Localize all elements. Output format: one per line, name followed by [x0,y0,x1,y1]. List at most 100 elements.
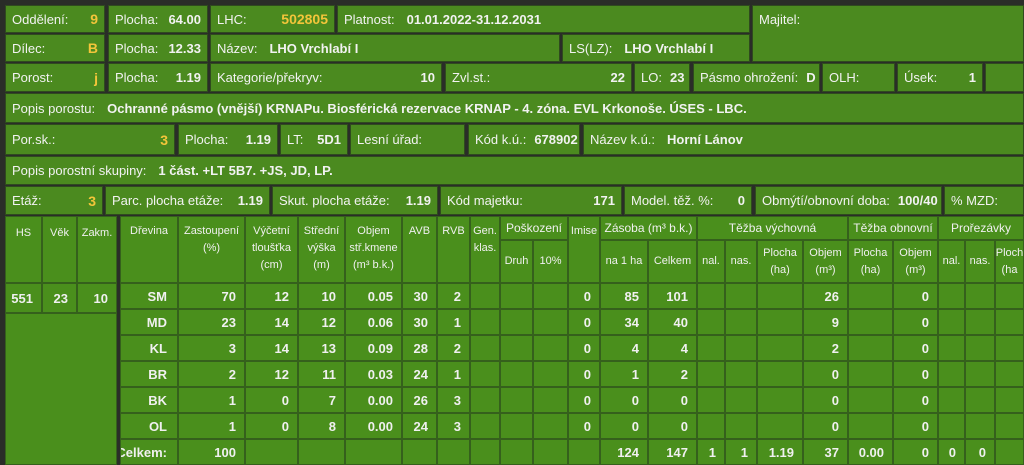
column-header: nal. [697,240,725,283]
field-label: LO: [641,70,662,85]
cell-value: 0.00 [848,439,893,465]
field: OLH: [822,63,895,92]
cell-value: 26 [402,387,437,413]
cell-value [995,387,1024,413]
header-text: (%) [202,242,221,254]
column-header: Objem (m³) [803,240,848,283]
field-value: 01.01.2022-31.12.2031 [406,11,542,27]
cell-value: 3 [178,335,245,361]
value-text: 0 [921,314,929,330]
field-label: Platnost: [344,11,395,27]
cell-value [470,387,500,413]
cell-value [697,283,725,309]
cell-value: 24 [402,413,437,439]
header-text: Prořezávky [950,220,1012,235]
value-text: 30 [413,288,428,304]
cell-value: 7 [298,387,345,413]
field-label: Plocha: [115,40,159,56]
value-text: 0 [583,314,591,330]
field: % MZD: [944,186,1024,215]
value-text: 551 [11,290,33,306]
cell-value: 0 [245,387,298,413]
cell-value: 26 [803,283,848,309]
cell-value: 10 [298,283,345,309]
value-text: 0 [921,340,929,356]
value-text: 0.00 [858,444,884,460]
field: Parc. plocha etáže: 1.19 [105,186,270,215]
value-text: OL [148,418,167,434]
cell-value [245,439,298,465]
field-value: j [94,69,98,86]
value-text: 0 [921,418,929,434]
cell-value [533,361,568,387]
field-value: 23 [669,70,685,85]
column-header: Gen. klas. [470,216,500,283]
value-text: MD [146,314,167,330]
field-value: 3 [88,192,96,209]
field: Popis porostu: Ochranné pásmo (vnější) KR… [5,93,1024,123]
column-header: Druh [500,240,533,283]
value-text: 23 [221,314,236,330]
header-text: Celkem [653,255,692,267]
field-label: Název k.ú.: [590,132,656,147]
field: Dílec: B [5,34,105,62]
cell-value [965,309,995,335]
cell-value: 70 [178,283,245,309]
row-label: BR [120,361,178,387]
value-text: 1 [228,392,236,408]
value-text: 40 [673,314,688,330]
cell-value: 0 [965,439,995,465]
cell-value: 9 [803,309,848,335]
cell-value: 10 [77,283,117,313]
cell-value: 0 [568,361,600,387]
value-text: 0 [921,288,929,304]
cell-value: 2 [648,361,697,387]
cell-value [533,309,568,335]
cell-value [500,361,533,387]
value-text: 0 [281,392,289,408]
cell-value: 0.00 [345,413,402,439]
value-text: 24 [413,418,428,434]
cell-value [757,335,803,361]
cell-value: 0 [893,283,938,309]
value-text: 1 [453,314,461,330]
column-header: Objem stř.kmene (m³ b.k.) [345,216,402,283]
cell-value: 0 [893,361,938,387]
value-text: 100 [214,444,236,460]
field: Oddělení: 9 [5,5,105,33]
row-label: MD [120,309,178,335]
value-text: BK [148,392,167,408]
row-label: OL [120,413,178,439]
row-label: Celkem: [120,439,178,465]
field-value: 1.19 [175,70,201,85]
header-text: tloušťka [252,242,291,254]
field-label: Kód k.ú.: [475,132,527,147]
header-text: Objem [809,246,842,259]
value-text: 3 [453,392,461,408]
value-text: 24 [413,366,428,382]
value-text: 2 [453,288,461,304]
column-header: Ploch (ha [995,240,1024,283]
value-text: 2 [228,366,236,382]
field-value: 3 [160,131,168,148]
column-header: Imise [568,216,600,283]
value-text: 1 [708,444,716,460]
header-text: Dřevina [130,225,168,237]
cell-value: 0 [648,387,697,413]
cell-value [533,439,568,465]
field: LS(LZ): LHO Vrchlabí I [562,34,750,62]
cell-value [470,309,500,335]
cell-value [725,387,757,413]
cell-value: 0.06 [345,309,402,335]
field-label: Popis porostní skupiny: [12,163,147,178]
field-value: 502805 [281,11,328,27]
header-text: (m³) [815,263,836,276]
column-header: Věk [42,216,77,283]
value-text: 1 [228,418,236,434]
row-label: KL [120,335,178,361]
cell-value: 0 [568,335,600,361]
field-value: 1.19 [237,193,263,208]
header-text: (m) [313,259,330,271]
cell-value: 24 [402,361,437,387]
